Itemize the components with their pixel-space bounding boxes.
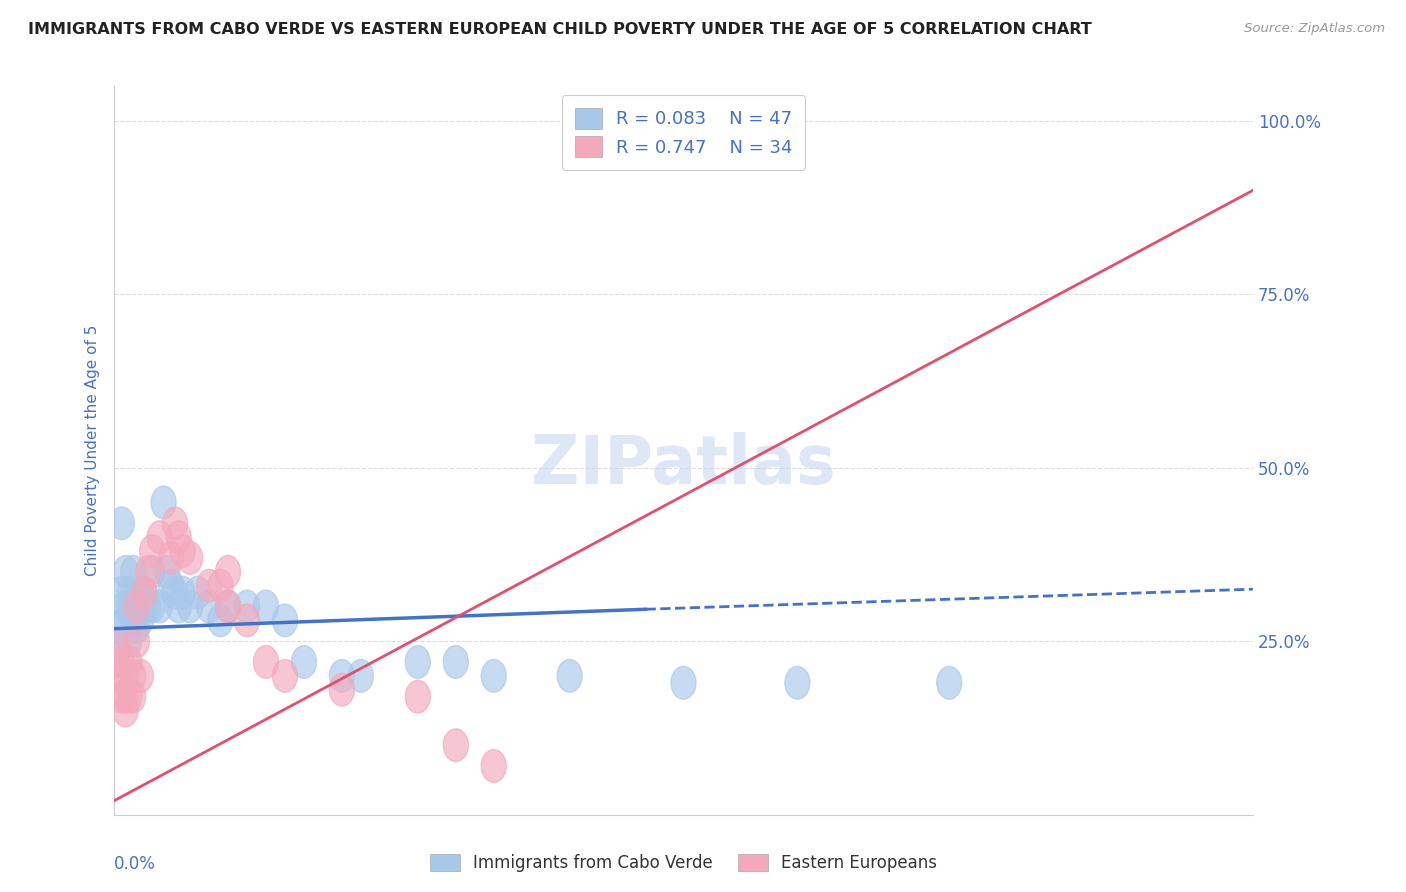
Text: Source: ZipAtlas.com: Source: ZipAtlas.com xyxy=(1244,22,1385,36)
Text: IMMIGRANTS FROM CABO VERDE VS EASTERN EUROPEAN CHILD POVERTY UNDER THE AGE OF 5 : IMMIGRANTS FROM CABO VERDE VS EASTERN EU… xyxy=(28,22,1092,37)
Legend: Immigrants from Cabo Verde, Eastern Europeans: Immigrants from Cabo Verde, Eastern Euro… xyxy=(423,847,943,879)
Y-axis label: Child Poverty Under the Age of 5: Child Poverty Under the Age of 5 xyxy=(86,325,100,576)
Text: ZIPatlas: ZIPatlas xyxy=(531,432,835,498)
Text: 0.0%: 0.0% xyxy=(114,855,156,872)
